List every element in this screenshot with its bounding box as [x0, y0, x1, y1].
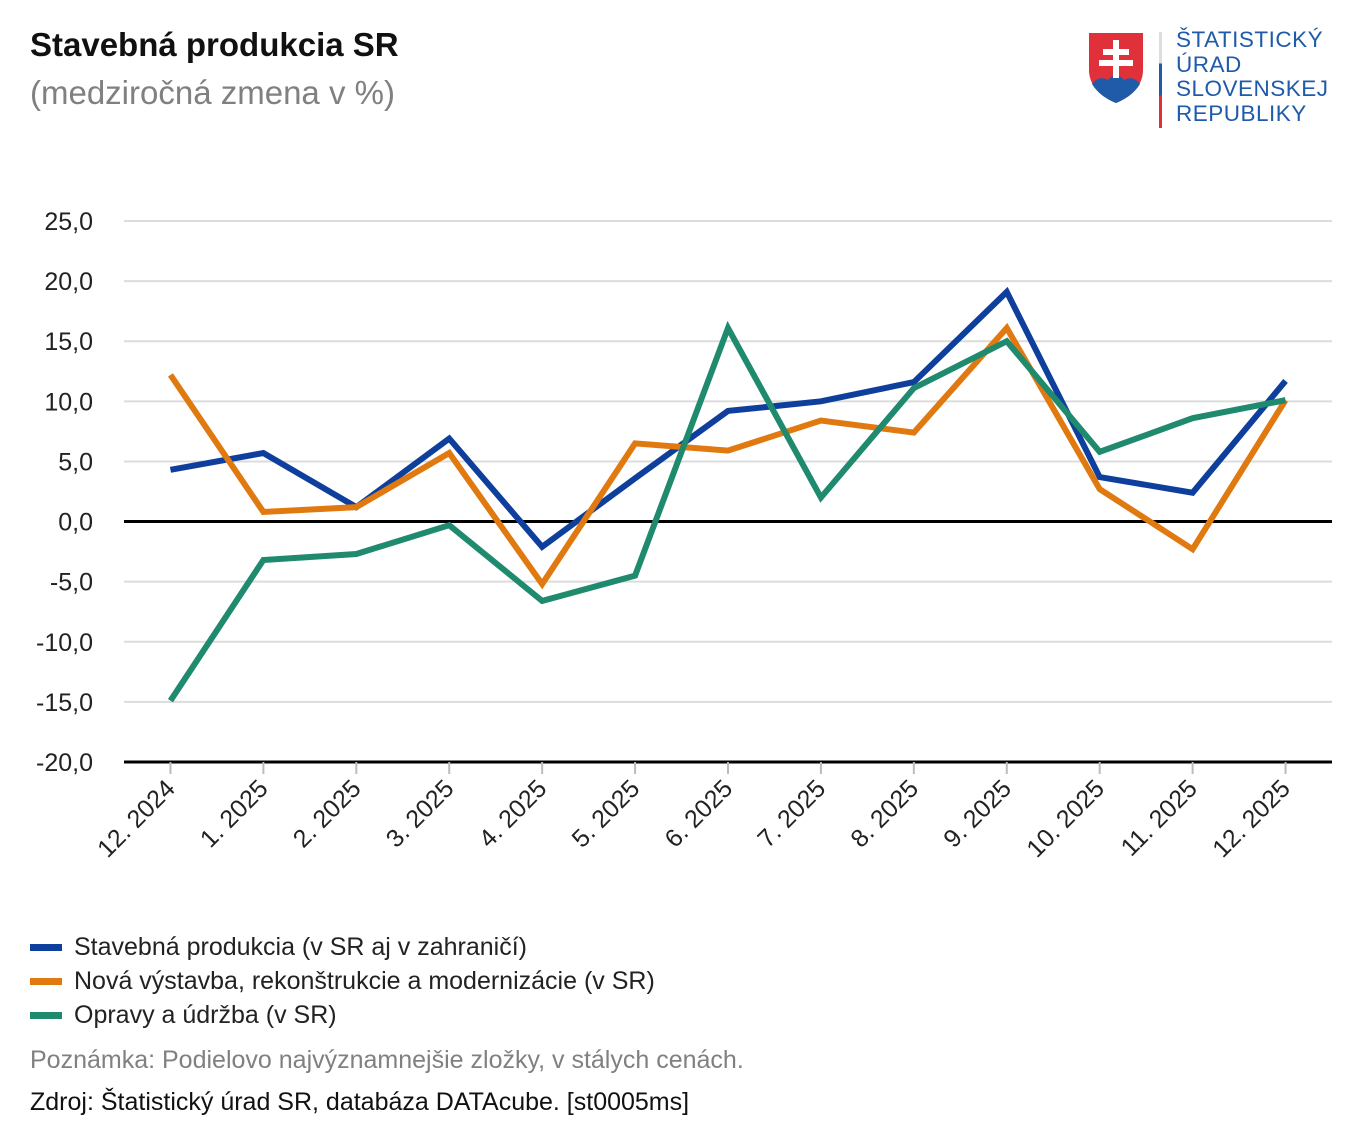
logo-divider [1159, 32, 1162, 128]
legend-item: Stavebná produkcia (v SR aj v zahraničí) [30, 930, 655, 964]
x-tick-label: 7. 2025 [752, 774, 831, 853]
source-note: Zdroj: Štatistický úrad SR, databáza DAT… [30, 1088, 690, 1116]
legend-label: Nová výstavba, rekonštrukcie a modernizá… [74, 966, 655, 995]
coat-of-arms-icon [1089, 33, 1143, 103]
x-tick-label: 10. 2025 [1021, 774, 1110, 863]
y-tick-label: 5,0 [58, 448, 93, 476]
logo-line: SLOVENSKEJ [1176, 76, 1329, 101]
statistical-office-logo: ŠTATISTICKÝ ÚRAD SLOVENSKEJ REPUBLIKY [1088, 27, 1338, 128]
chart-title: Stavebná produkcia SR [30, 26, 399, 63]
legend-swatch [30, 1011, 62, 1019]
legend-label: Opravy a údržba (v SR) [74, 1000, 337, 1029]
y-tick-label: 15,0 [44, 328, 93, 356]
legend-label: Stavebná produkcia (v SR aj v zahraničí) [74, 932, 527, 961]
x-tick-label: 1. 2025 [195, 774, 274, 853]
legend-swatch [30, 977, 62, 985]
footnote: Poznámka: Podielovo najvýznamnejšie zlož… [30, 1046, 744, 1074]
y-tick-label: 0,0 [58, 509, 93, 537]
x-tick-label: 4. 2025 [474, 774, 553, 853]
x-tick-label: 12. 2024 [92, 774, 181, 863]
series-line-2 [167, 322, 1289, 590]
logo-line: REPUBLIKY [1176, 100, 1307, 126]
y-tick-label: -5,0 [50, 569, 93, 597]
legend: Stavebná produkcia (v SR aj v zahraničí)… [30, 930, 655, 1032]
y-tick-label: -20,0 [36, 749, 93, 777]
x-tick-label: 12. 2025 [1207, 774, 1296, 863]
y-tick-label: 25,0 [44, 208, 93, 236]
x-tick-label: 11. 2025 [1116, 774, 1203, 861]
line-chart: 25,0 20,0 15,0 10,0 5,0 0,0 -5,0 -10,0 -15,0 -20,… [36, 208, 1332, 863]
y-tick-label: 20,0 [44, 268, 93, 296]
x-tick-label: 9. 2025 [938, 774, 1017, 853]
logo-line: ÚRAD [1176, 51, 1242, 77]
y-tick-label: -10,0 [36, 629, 93, 657]
x-tick-label: 8. 2025 [845, 774, 924, 853]
y-tick-label: 10,0 [44, 388, 93, 416]
y-tick-label: -15,0 [36, 689, 93, 717]
legend-swatch [30, 943, 62, 951]
x-tick-label: 6. 2025 [659, 774, 738, 853]
legend-item: Opravy a údržba (v SR) [30, 998, 655, 1032]
legend-item: Nová výstavba, rekonštrukcie a modernizá… [30, 964, 655, 998]
series-line-3 [167, 320, 1287, 703]
x-tick-label: 2. 2025 [288, 774, 367, 853]
chart-subtitle: (medziročná zmena v %) [30, 74, 395, 111]
logo-line: ŠTATISTICKÝ [1176, 27, 1324, 52]
x-tick-label: 3. 2025 [381, 774, 460, 853]
x-tick-label: 5. 2025 [567, 774, 646, 853]
